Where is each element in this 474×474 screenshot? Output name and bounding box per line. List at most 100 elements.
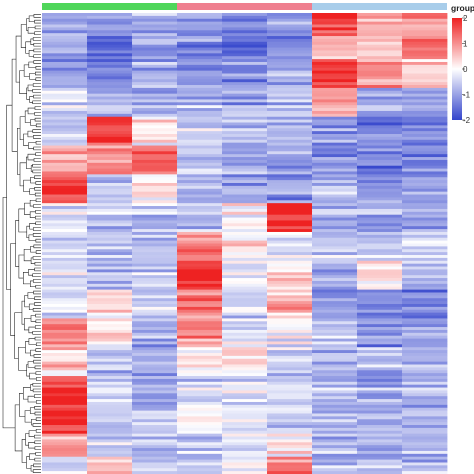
heatmap-cell — [132, 442, 178, 446]
heatmap-cell — [177, 456, 223, 460]
heatmap-cell — [177, 260, 223, 265]
heatmap-cell — [177, 122, 223, 126]
heatmap-cell — [357, 217, 403, 221]
heatmap-cell — [42, 73, 88, 77]
heatmap-cell — [357, 142, 403, 146]
heatmap-cell — [177, 82, 223, 86]
heatmap-cell — [87, 295, 133, 299]
heatmap-cell — [402, 278, 448, 282]
dendrogram-branch — [35, 210, 41, 214]
heatmap-cell — [42, 96, 88, 100]
heatmap-cell — [132, 27, 178, 31]
heatmap-cell — [312, 255, 358, 259]
heatmap-cell — [312, 471, 358, 474]
heatmap-cell — [87, 257, 133, 262]
heatmap-cell — [222, 151, 268, 155]
heatmap-cell — [42, 361, 88, 365]
heatmap-cell — [357, 13, 403, 17]
heatmap-cell — [177, 278, 223, 282]
heatmap-cell — [42, 108, 88, 112]
heatmap-cell — [357, 338, 403, 342]
heatmap-cell — [402, 182, 448, 187]
heatmap-cell — [267, 358, 313, 363]
heatmap-cell — [42, 30, 88, 34]
heatmap-cell — [42, 378, 88, 383]
heatmap-cell — [402, 220, 448, 224]
heatmap-cell — [42, 422, 88, 426]
dendrogram-branch — [35, 152, 41, 156]
heatmap-cell — [312, 96, 358, 100]
heatmap-cell — [132, 30, 178, 34]
dendrogram-branch — [23, 248, 32, 262]
heatmap-cell — [177, 13, 223, 17]
heatmap-cell — [312, 90, 358, 95]
heatmap-cell — [357, 387, 403, 391]
heatmap-cell — [42, 223, 88, 227]
heatmap-cell — [402, 367, 448, 371]
heatmap-cell — [42, 21, 88, 25]
heatmap-cell — [132, 194, 178, 198]
heatmap-cell — [402, 200, 448, 204]
heatmap-cell — [312, 387, 358, 391]
heatmap-cell — [402, 229, 448, 233]
heatmap-cell — [177, 162, 223, 167]
heatmap-cell — [402, 471, 448, 474]
heatmap-cell — [222, 361, 268, 365]
heatmap-cell — [132, 90, 178, 95]
heatmap-cell — [312, 134, 358, 138]
heatmap-cell — [87, 50, 133, 54]
heatmap-cell — [87, 361, 133, 365]
heatmap-cell — [177, 399, 223, 403]
heatmap-cell — [132, 119, 178, 123]
heatmap-cell — [42, 439, 88, 443]
heatmap-cell — [132, 329, 178, 334]
heatmap-cell — [132, 246, 178, 250]
dendrogram-branch — [32, 382, 41, 387]
heatmap-cell — [357, 125, 403, 129]
heatmap-cell — [222, 18, 268, 23]
heatmap-cell — [312, 289, 358, 293]
heatmap-cell — [177, 448, 223, 452]
dendrogram-branch — [35, 140, 41, 145]
heatmap-cell — [87, 422, 133, 426]
heatmap-cell — [87, 171, 133, 175]
heatmap-cell — [42, 263, 88, 267]
heatmap-cell — [42, 208, 88, 213]
heatmap-cell — [222, 465, 268, 469]
heatmap-cell — [132, 283, 178, 288]
heatmap-cell — [87, 113, 133, 118]
heatmap-cell — [402, 50, 448, 54]
heatmap-cell — [222, 263, 268, 267]
heatmap-cell — [42, 465, 88, 469]
heatmap-cell — [177, 59, 223, 63]
heatmap-cell — [402, 134, 448, 138]
heatmap-cell — [222, 272, 268, 276]
heatmap-cell — [87, 142, 133, 146]
heatmap-cell — [357, 298, 403, 302]
heatmap-cell — [177, 361, 223, 365]
heatmap-cell — [87, 182, 133, 187]
heatmap-cell — [402, 56, 448, 60]
heatmap-cell — [132, 425, 178, 429]
heatmap-cell — [42, 231, 88, 236]
heatmap-cell — [267, 332, 313, 337]
heatmap-cell — [177, 131, 223, 135]
heatmap-cell — [87, 306, 133, 311]
heatmap-cell — [267, 110, 313, 115]
heatmap-cell — [402, 41, 448, 46]
heatmap-cell — [357, 361, 403, 365]
heatmap-cell — [222, 425, 268, 429]
heatmap-cell — [87, 36, 133, 40]
dendrogram-branch — [32, 83, 41, 87]
dendrogram-branch — [30, 38, 34, 45]
heatmap-cell — [42, 344, 88, 348]
heatmap-cell — [357, 436, 403, 440]
heatmap-cell — [177, 370, 223, 374]
heatmap-cell — [312, 266, 358, 270]
heatmap-cell — [132, 208, 178, 213]
heatmap-cell — [312, 401, 358, 406]
heatmap-cell — [312, 376, 358, 380]
heatmap-cell — [357, 197, 403, 201]
heatmap-cell — [132, 85, 178, 89]
dendrogram-branch — [35, 66, 41, 70]
